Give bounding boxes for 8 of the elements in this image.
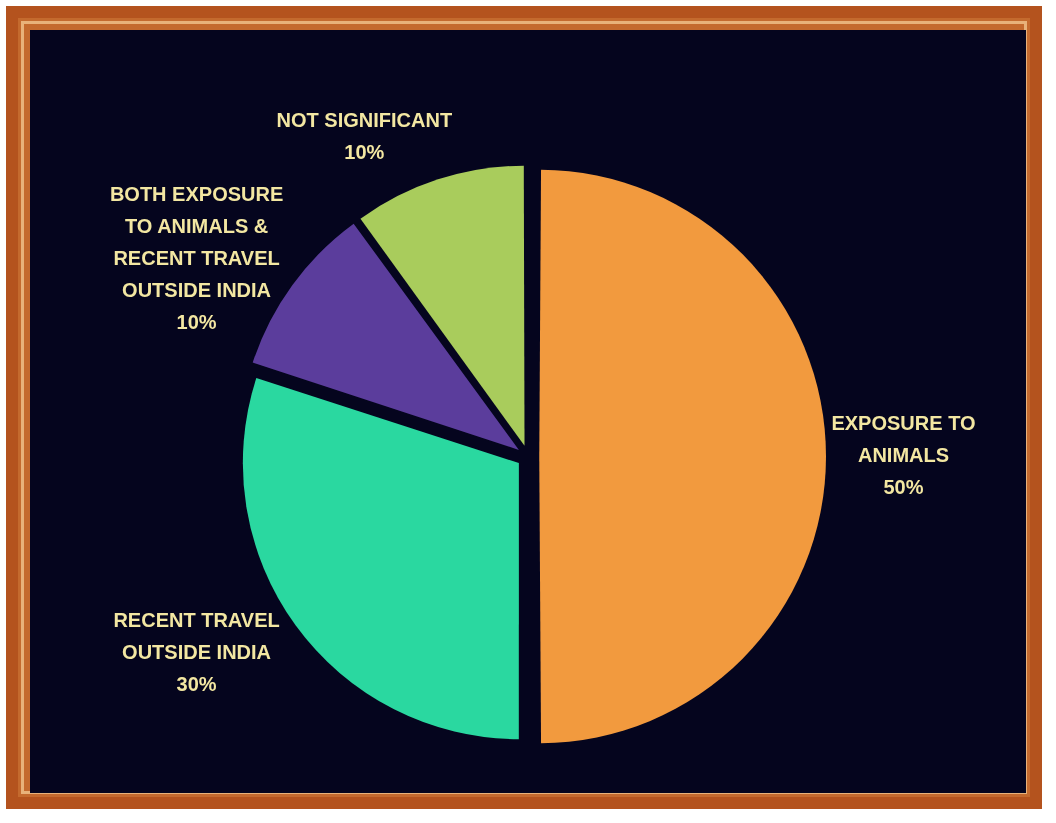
data-label: 50% <box>883 476 924 499</box>
slice-label: EXPOSURE TO ANIMALS <box>831 412 976 467</box>
slice-label: NOT SIGNIFICANT <box>276 108 453 131</box>
slice-label: RECENT TRAVEL OUTSIDE INDIA <box>113 609 280 664</box>
data-label: 30% <box>176 673 217 696</box>
data-label: 10% <box>176 310 217 333</box>
slice-label: BOTH EXPOSURE TO ANIMALS & RECENT TRAVEL OUTSIDE INDIA <box>109 182 284 301</box>
data-label: 10% <box>344 140 385 163</box>
